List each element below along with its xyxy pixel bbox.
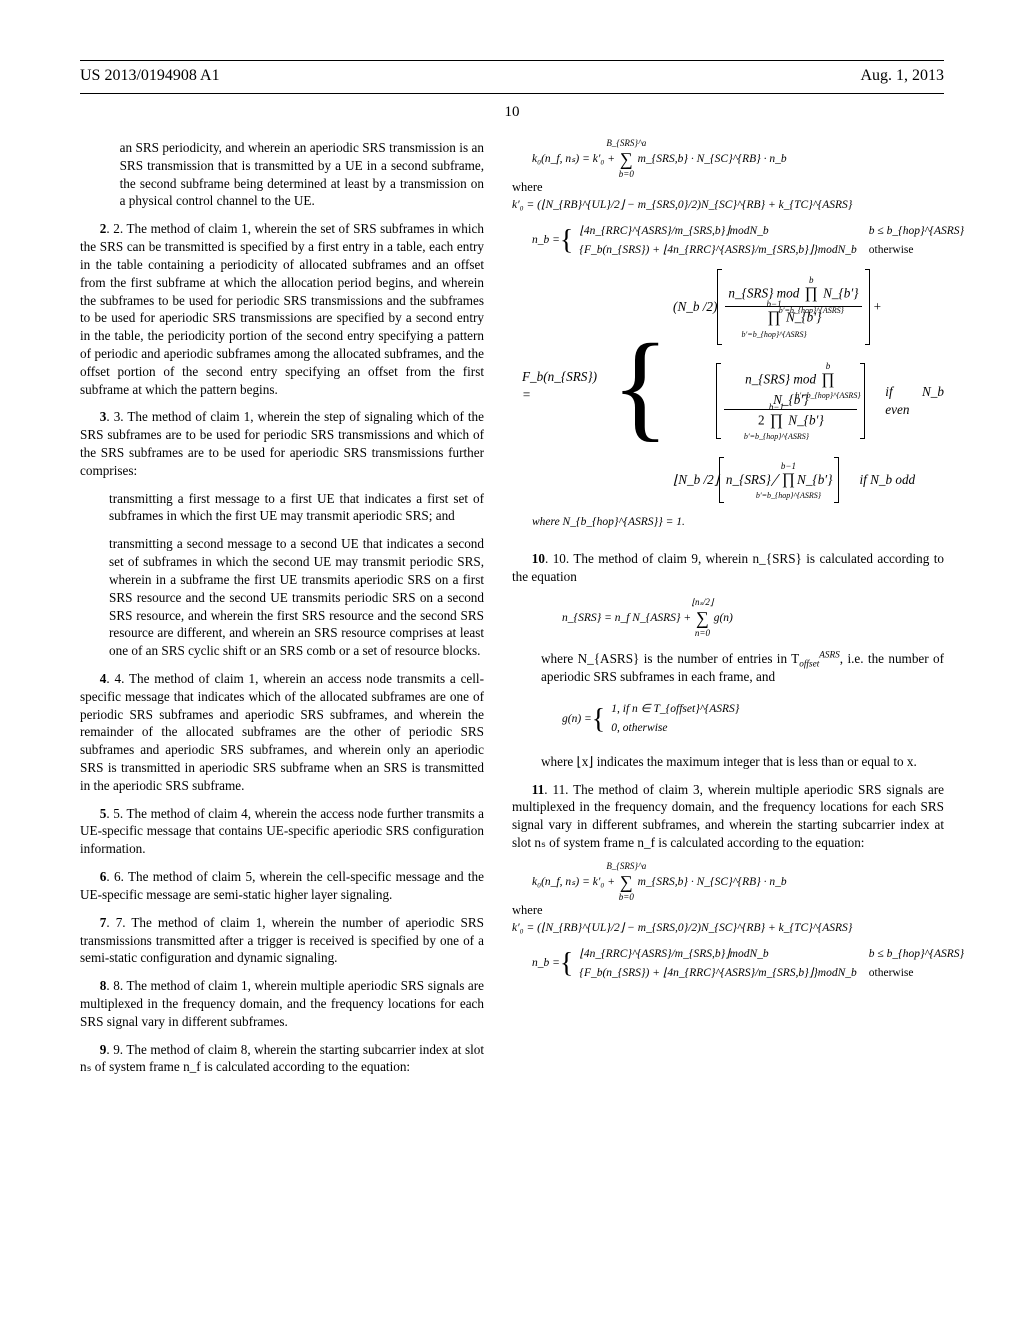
equation-nsrs: n_{SRS} = n_f N_{ASRS} + ∑⌊nₛ/2⌋n=0 g(n): [562, 606, 944, 630]
claim-9-text: 9. The method of claim 8, wherein the st…: [80, 1042, 484, 1075]
header-row: US 2013/0194908 A1 Aug. 1, 2013: [80, 67, 944, 85]
if-even: if N_b even: [885, 383, 944, 419]
claim-5-text: 5. The method of claim 4, wherein the ac…: [80, 806, 484, 857]
equation-k0prime: k′₀ = (⌊N_{RB}^{UL}/2⌋ − m_{SRS,0}/2)N_{…: [512, 198, 944, 214]
header-rule-top: [80, 60, 944, 61]
claim-4-text: 4. The method of claim 1, wherein an acc…: [80, 671, 484, 793]
nsrs-sumbot: n=0: [695, 627, 710, 639]
nb-case2: {F_b(n_{SRS}) + ⌊4n_{RRC}^{ASRS}/m_{SRS,…: [573, 241, 862, 261]
eq-k0-lhs-2: k₀(n_f, nₛ) = k′₀ +: [532, 876, 615, 888]
nb-case1-2: ⌊4n_{RRC}^{ASRS}/m_{SRS,b}⌋modN_b: [573, 945, 862, 965]
nb-cond2: otherwise: [863, 241, 970, 261]
Nbp5: N_{b′}: [797, 471, 832, 489]
prod-top-bm1b: b−1: [769, 402, 784, 414]
page: US 2013/0194908 A1 Aug. 1, 2013 10 an SR…: [0, 0, 1024, 1320]
header-rule-bottom: [80, 93, 944, 94]
equation-nb-2: n_b = { ⌊4n_{RRC}^{ASRS}/m_{SRS,b}⌋modN_…: [532, 945, 944, 984]
eq-g-lhs: g(n) =: [562, 712, 592, 728]
claim-3-sub-a: transmitting a first message to a first …: [80, 490, 484, 526]
sum-top-2: B_{SRS}^a: [606, 860, 646, 872]
g-case2: 0, otherwise: [605, 719, 745, 739]
where-label-2: where: [512, 902, 944, 919]
equation-k0prime-2: k′₀ = (⌊N_{RB}^{UL}/2⌋ − m_{SRS,0}/2)N_{…: [512, 921, 944, 937]
prod-bot-4: b′=b_{hop}^{ASRS}: [744, 432, 809, 442]
page-number: 10: [80, 104, 944, 121]
floorNb2: ⌊N_b /2⌋: [673, 471, 719, 489]
prod-bot-2: b′=b_{hop}^{ASRS}: [742, 330, 807, 340]
claim-3-lead: 3. 3. The method of claim 1, wherein the…: [80, 408, 484, 479]
claim-7-text: 7. The method of claim 1, wherein the nu…: [80, 915, 484, 966]
claim-4: 4. 4. The method of claim 1, wherein an …: [80, 670, 484, 795]
sum-bot: b=0: [619, 168, 634, 180]
claim1-continuation: an SRS periodicity, and wherein an aperi…: [80, 139, 484, 210]
claim-8-text: 8. The method of claim 1, wherein multip…: [80, 978, 484, 1029]
where-label-1: where: [512, 179, 944, 196]
equation-nb: n_b = { ⌊4n_{RRC}^{ASRS}/m_{SRS,b}⌋modN_…: [532, 222, 944, 261]
eq-Fb-lhs: F_b(n_{SRS}) =: [522, 368, 607, 404]
claim-2: 2. 2. The method of claim 1, wherein the…: [80, 220, 484, 398]
equation-k0: k₀(n_f, nₛ) = k′₀ + ∑B_{SRS}^ab=0 m_{SRS…: [532, 147, 944, 171]
eq-k0-rhs-2: m_{SRS,b} · N_{SC}^{RB} · n_b: [638, 876, 787, 888]
two-column-body: an SRS periodicity, and wherein an aperi…: [80, 139, 944, 1086]
prod-top-bm1a: b−1: [767, 299, 782, 311]
prod-top-bm1c: b−1: [781, 460, 796, 472]
right-column: k₀(n_f, nₛ) = k′₀ + ∑B_{SRS}^ab=0 m_{SRS…: [512, 139, 944, 1086]
eq-k0-lhs: k₀(n_f, nₛ) = k′₀ +: [532, 153, 615, 165]
left-column: an SRS periodicity, and wherein an aperi…: [80, 139, 484, 1086]
claim-9: 9. 9. The method of claim 8, wherein the…: [80, 1041, 484, 1077]
where-Nbhop: where N_{b_{hop}^{ASRS}} = 1.: [532, 515, 944, 531]
claim-8: 8. 8. The method of claim 1, wherein mul…: [80, 977, 484, 1030]
claim-10-text: 10. The method of claim 9, wherein n_{SR…: [512, 551, 944, 584]
equation-Fb: F_b(n_{SRS}) = { (N_b /2) n_{SRS} mod ∏b…: [522, 269, 944, 503]
eq-nsrs-lhs: n_{SRS} = n_f N_{ASRS} +: [562, 612, 691, 624]
prod-bot-3: b′=b_{hop}^{ASRS}: [795, 391, 860, 401]
two-den: 2: [758, 412, 765, 427]
equation-gn: g(n) = { 1, if n ∈ T_{offset}^{ASRS} 0, …: [562, 700, 944, 739]
nsrs-mod-even2: n_{SRS} mod: [745, 371, 816, 386]
eq-k0-rhs: m_{SRS,b} · N_{SC}^{RB} · n_b: [638, 153, 787, 165]
eq-nb-lhs-2: n_b =: [532, 956, 560, 972]
prod-top-b2: b: [826, 361, 831, 373]
claim-10: 10. 10. The method of claim 9, wherein n…: [512, 550, 944, 586]
claim-6: 6. 6. The method of claim 5, wherein the…: [80, 868, 484, 904]
nb-case1: ⌊4n_{RRC}^{ASRS}/m_{SRS,b}⌋modN_b: [573, 222, 862, 242]
nb-cond1: b ≤ b_{hop}^{ASRS}: [863, 222, 970, 242]
equation-k0-repeat: k₀(n_f, nₛ) = k′₀ + ∑B_{SRS}^ab=0 m_{SRS…: [532, 870, 944, 894]
Nbp4: N_{b′}: [788, 412, 823, 427]
claim-3-lead-text: 3. The method of claim 1, wherein the st…: [80, 409, 484, 477]
g-case1: 1, if n ∈ T_{offset}^{ASRS}: [605, 700, 745, 720]
nsrs-sumtop: ⌊nₛ/2⌋: [691, 596, 713, 608]
c10-where-a-sub: offset: [799, 659, 819, 669]
claim-2-text: 2. The method of claim 1, wherein the se…: [80, 221, 484, 396]
claim-3-sub-b: transmitting a second message to a secon…: [80, 535, 484, 660]
eq-nsrs-rhs: g(n): [714, 612, 733, 624]
prod-bot-1: b′=b_{hop}^{ASRS}: [779, 306, 844, 316]
eq-nb-lhs: n_b =: [532, 233, 560, 249]
Nbp1: N_{b′}: [823, 286, 858, 301]
c10-where-a-sup: ASRS: [819, 650, 840, 660]
claim-10-where-b: where ⌊x⌋ indicates the maximum integer …: [512, 753, 944, 771]
claim-5: 5. 5. The method of claim 4, wherein the…: [80, 805, 484, 858]
nsrs-mod-even: n_{SRS} mod: [728, 286, 799, 301]
claim-6-text: 6. The method of claim 5, wherein the ce…: [80, 869, 484, 902]
c10-where-a-pre: where N_{ASRS} is the number of entries …: [541, 651, 799, 666]
nb-cond2-2: otherwise: [863, 964, 970, 984]
nb-case2-2: {F_b(n_{SRS}) + ⌊4n_{RRC}^{ASRS}/m_{SRS,…: [573, 964, 862, 984]
publication-number: US 2013/0194908 A1: [80, 67, 220, 85]
claim-10-where-a: where N_{ASRS} is the number of entries …: [512, 650, 944, 686]
sum-bot-2: b=0: [619, 891, 634, 903]
prod-bot-5: b′=b_{hop}^{ASRS}: [756, 491, 821, 502]
claim-11: 11. 11. The method of claim 3, wherein m…: [512, 781, 944, 852]
nsrs-div: n_{SRS}: [726, 471, 771, 489]
Nb2-even: (N_b /2): [673, 298, 717, 316]
if-odd: if N_b odd: [859, 471, 915, 489]
prod-top-b1: b: [809, 275, 814, 287]
publication-date: Aug. 1, 2013: [860, 67, 944, 85]
claim-11-text: 11. The method of claim 3, wherein multi…: [512, 782, 944, 850]
nb-cond1-2: b ≤ b_{hop}^{ASRS}: [863, 945, 970, 965]
sum-top: B_{SRS}^a: [606, 137, 646, 149]
claim-7: 7. 7. The method of claim 1, wherein the…: [80, 914, 484, 967]
